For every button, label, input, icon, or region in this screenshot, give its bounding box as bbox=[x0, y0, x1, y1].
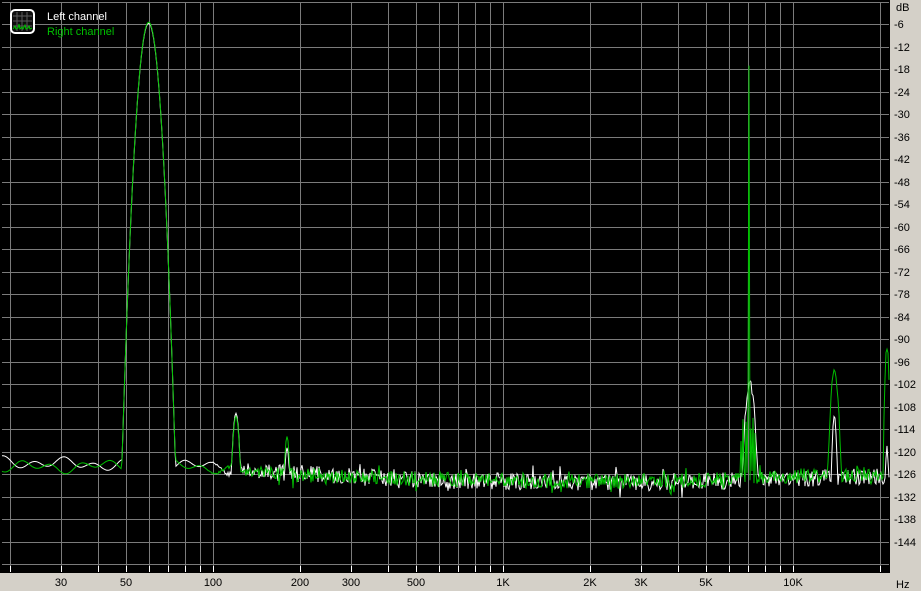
svg-text:-102: -102 bbox=[894, 379, 916, 391]
x-axis-ticks bbox=[10, 566, 881, 572]
svg-text:-54: -54 bbox=[894, 199, 910, 211]
svg-text:-132: -132 bbox=[894, 492, 916, 504]
svg-text:-60: -60 bbox=[894, 222, 910, 234]
series-right-channel bbox=[1, 21, 890, 497]
x-axis-unit-label: Hz bbox=[896, 579, 909, 591]
x-axis-labels: 30 50 100 200 300 500 1K 2K 3K 5K 10K bbox=[55, 577, 804, 589]
svg-text:-90: -90 bbox=[894, 334, 910, 346]
svg-text:10K: 10K bbox=[783, 577, 803, 589]
legend: Left channel Right channel bbox=[10, 9, 114, 40]
svg-text:-6: -6 bbox=[894, 19, 904, 31]
spectrum-analyzer-icon[interactable] bbox=[10, 9, 35, 34]
svg-text:-126: -126 bbox=[894, 469, 916, 481]
y-axis-unit-label: dB bbox=[896, 2, 909, 14]
svg-text:-120: -120 bbox=[894, 447, 916, 459]
svg-text:-66: -66 bbox=[894, 244, 910, 256]
svg-text:1K: 1K bbox=[496, 577, 510, 589]
svg-text:50: 50 bbox=[120, 577, 132, 589]
svg-text:-144: -144 bbox=[894, 537, 916, 549]
svg-text:-36: -36 bbox=[894, 132, 910, 144]
svg-text:-30: -30 bbox=[894, 109, 910, 121]
svg-text:-42: -42 bbox=[894, 154, 910, 166]
x-axis-gutter bbox=[0, 573, 890, 591]
y-axis-gutter bbox=[890, 0, 921, 591]
icon-mini-spectrum bbox=[12, 23, 33, 31]
svg-text:-96: -96 bbox=[894, 357, 910, 369]
legend-right-channel-label: Right channel bbox=[47, 26, 115, 38]
svg-text:30: 30 bbox=[55, 577, 67, 589]
svg-text:-78: -78 bbox=[894, 289, 910, 301]
legend-left-channel-label: Left channel bbox=[47, 11, 107, 23]
series-left-channel bbox=[1, 22, 890, 498]
svg-text:-48: -48 bbox=[894, 177, 910, 189]
svg-text:200: 200 bbox=[291, 577, 309, 589]
svg-text:5K: 5K bbox=[699, 577, 713, 589]
svg-text:-72: -72 bbox=[894, 267, 910, 279]
svg-text:-138: -138 bbox=[894, 514, 916, 526]
svg-text:100: 100 bbox=[204, 577, 222, 589]
svg-text:-114: -114 bbox=[894, 424, 915, 436]
svg-text:-108: -108 bbox=[894, 402, 916, 414]
svg-text:2K: 2K bbox=[583, 577, 597, 589]
svg-text:-12: -12 bbox=[894, 42, 910, 54]
svg-text:-18: -18 bbox=[894, 64, 910, 76]
svg-text:300: 300 bbox=[342, 577, 360, 589]
svg-text:-24: -24 bbox=[894, 87, 910, 99]
y-axis-labels: dB -6 -12 -18 -24 -30 -36 -42 -48 -54 -60 -66 -72 -78… bbox=[894, 2, 916, 591]
svg-text:3K: 3K bbox=[634, 577, 648, 589]
svg-text:500: 500 bbox=[407, 577, 425, 589]
svg-text:-84: -84 bbox=[894, 312, 910, 324]
